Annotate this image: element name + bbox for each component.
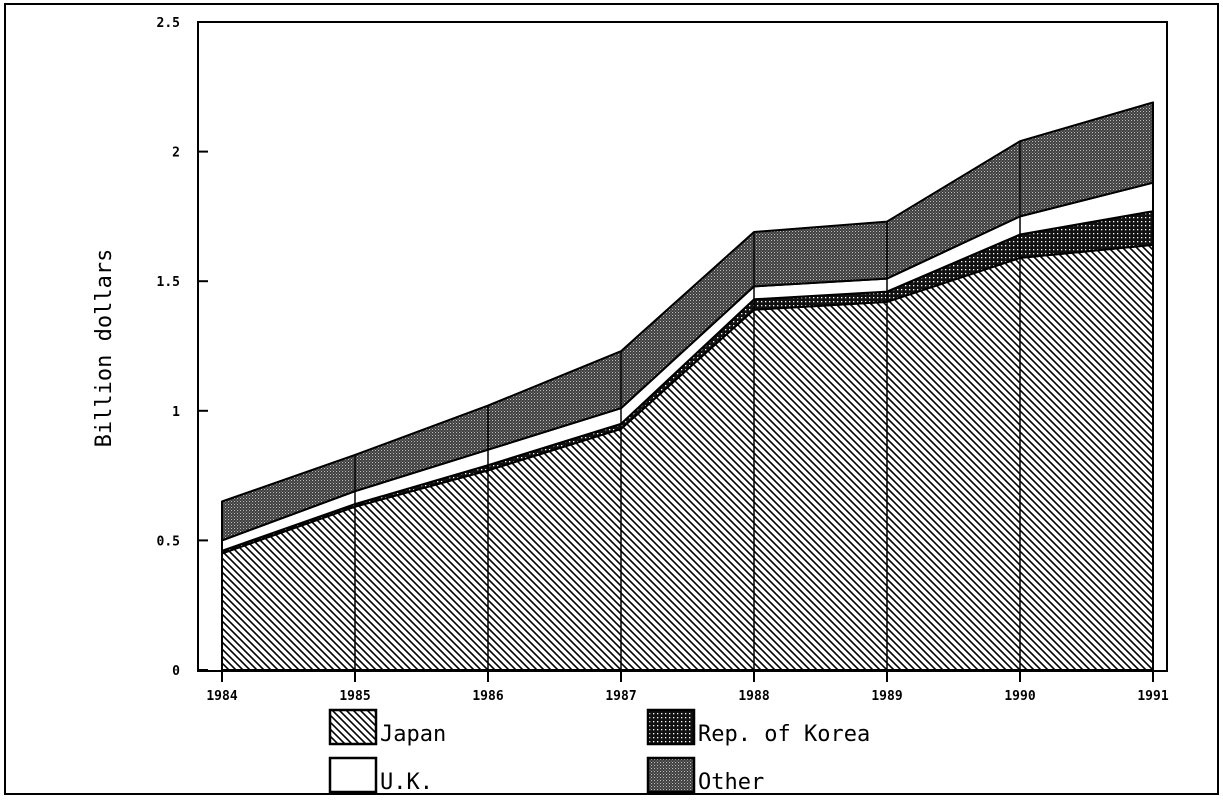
legend-label-japan: Japan: [380, 722, 446, 747]
legend-swatch-japan: [330, 710, 376, 744]
x-tick-label: 1990: [1004, 689, 1035, 704]
y-axis-label: Billion dollars: [92, 249, 117, 448]
legend-label-u-k: U.K.: [380, 770, 433, 795]
legend-label-rep-of-korea: Rep. of Korea: [698, 722, 870, 747]
x-tick-label: 1984: [206, 689, 237, 704]
legend: Japan Rep. of Korea U.K. Other: [330, 710, 870, 795]
x-tick-label: 1988: [738, 689, 769, 704]
legend-label-other: Other: [698, 770, 764, 795]
y-tick-label: 0: [172, 664, 180, 679]
y-tick-label: 1: [172, 405, 180, 420]
x-axis: 1984 1985 1986 1987 1988 1989 1990 1991: [206, 671, 1168, 704]
x-tick-label: 1987: [605, 689, 636, 704]
y-tick-label: 2.5: [157, 16, 180, 31]
x-tick-label: 1985: [339, 689, 370, 704]
area-series-group: [222, 102, 1153, 670]
legend-swatch-u-k: [330, 758, 376, 792]
x-tick-label: 1991: [1137, 689, 1168, 704]
x-tick-label: 1986: [472, 689, 503, 704]
legend-swatch-other: [648, 758, 694, 792]
y-tick-label: 2: [172, 146, 180, 161]
y-axis: 0 0.5 1 1.5 2 2.5: [157, 16, 208, 679]
legend-swatch-rep-of-korea: [648, 710, 694, 744]
y-tick-label: 0.5: [157, 534, 180, 549]
x-tick-label: 1989: [871, 689, 902, 704]
y-tick-label: 1.5: [157, 275, 180, 290]
